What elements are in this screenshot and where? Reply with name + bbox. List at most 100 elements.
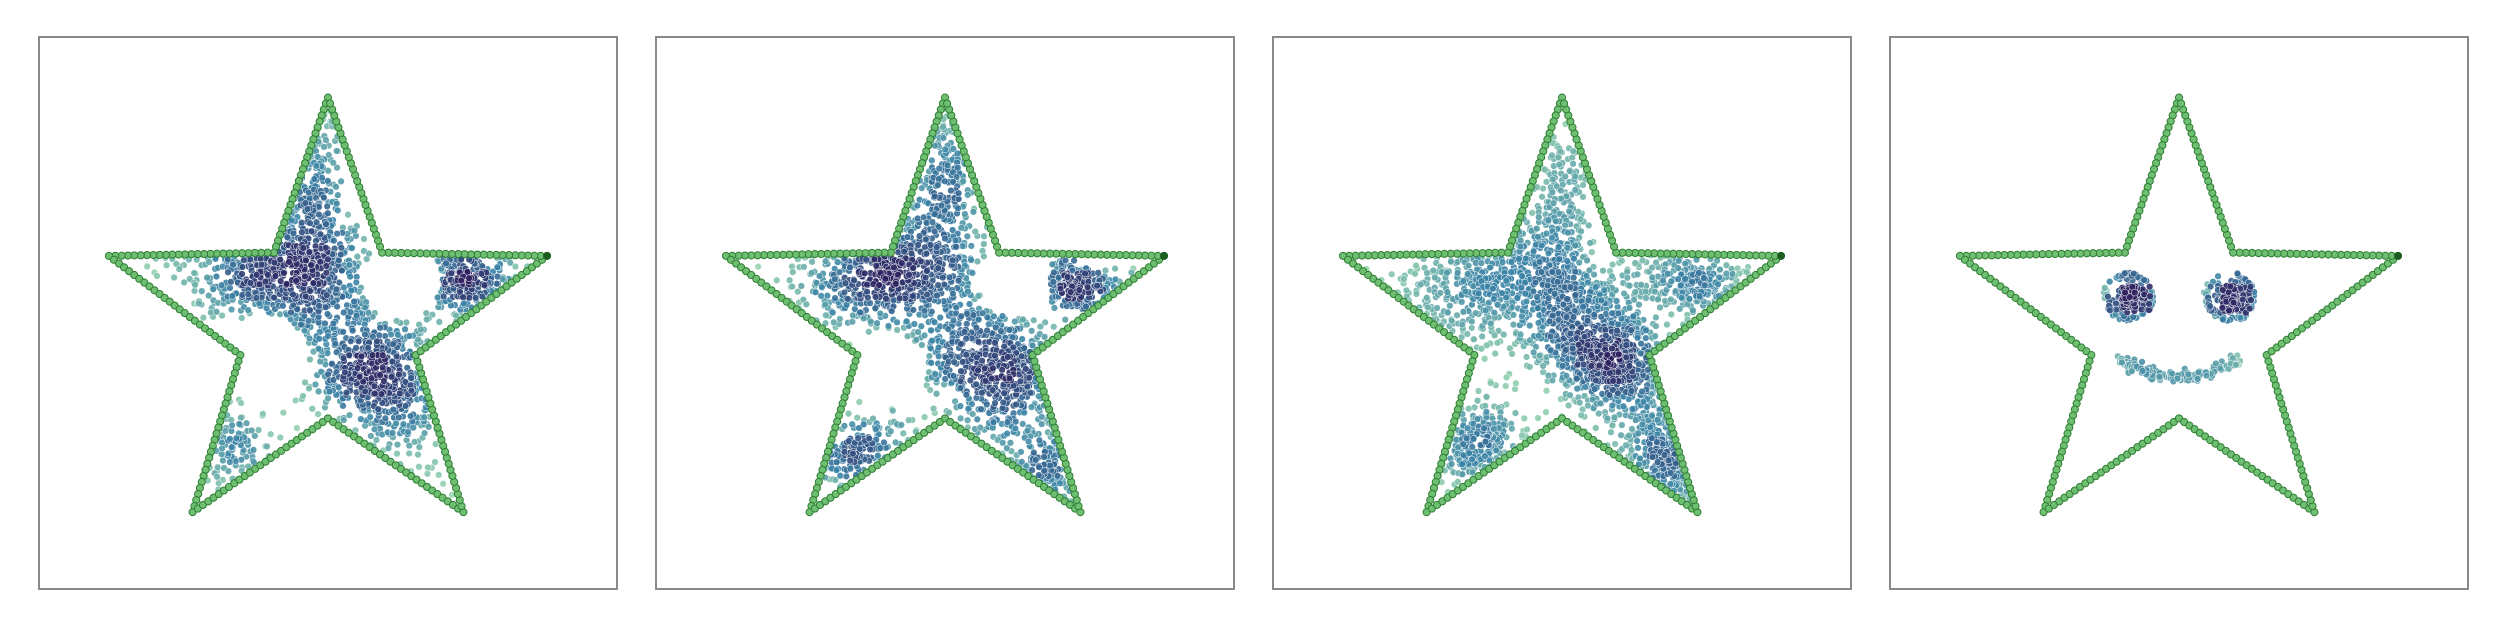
scatter-point [1487,379,1495,387]
scatter-point [944,325,952,333]
scatter-point [789,268,797,276]
scatter-point [1012,400,1020,409]
scatter-point [228,292,237,300]
scatter-point [903,317,911,325]
scatter-point [808,258,816,266]
scatter-point [392,317,401,325]
scatter-point [914,328,922,336]
scatter-point [945,408,953,417]
scatter-point [988,374,996,383]
scatter-point [312,162,321,170]
scatter-point [405,442,413,450]
scatter-point [440,292,448,301]
star-scatter-3 [1338,93,1786,517]
scatter-point [1637,281,1645,289]
scatter-point [871,293,880,301]
scatter-point [978,389,986,397]
scatter-point [238,270,246,278]
scatter-point [1538,193,1546,201]
scatter-point [212,308,221,316]
scatter-point [1608,272,1616,280]
scatter-point [270,293,278,302]
scatter-point [366,413,374,421]
scatter-point [316,230,324,238]
scatter-point [1038,413,1046,421]
scatter-point [314,345,323,353]
scatter-point [1511,409,1520,417]
scatter-point [333,348,341,356]
scatter-point [1528,209,1536,217]
scatter-point [381,414,390,422]
scatter-point [890,263,898,272]
scatter-point [933,291,941,300]
scatter-point [954,204,962,212]
scatter-point [1667,310,1675,319]
scatter-point [420,429,429,437]
scatter-point [1024,437,1033,446]
scatter-point [941,177,949,185]
scatter-point [1595,409,1603,418]
scatter-point [333,147,341,155]
scatter-point [323,310,332,318]
scatter-point [871,304,880,312]
scatter-point [850,276,858,284]
scatter-point [928,218,937,226]
scatter-point [307,227,316,235]
scatter-point [951,236,960,245]
scatter-point [401,325,409,333]
scatter-point [865,328,873,336]
scatter-point [821,300,829,309]
scatter-point [980,240,988,248]
scatter-point [417,325,425,334]
scatter-point [931,227,939,236]
scatter-point [881,275,890,283]
scatter-point [836,315,844,323]
scatter-point [320,143,328,151]
scatter-point [954,277,963,285]
scatter-point [954,189,963,197]
scatter-point [339,402,347,410]
scatter-point [377,390,386,398]
scatter-point [259,410,267,418]
scatter-point [477,270,486,278]
scatter-point [949,145,957,153]
scatter-point [276,433,284,442]
scatter-point [905,416,913,424]
scatter-point [396,389,404,398]
scatter-point [1577,411,1585,419]
scatter-point [325,387,334,396]
scatter-point [1049,278,1057,286]
scatter-point [939,134,948,142]
scatter-point [956,402,965,410]
scatter-point [1016,377,1024,386]
scatter-point [1481,355,1489,363]
scatter-point [1541,165,1549,174]
star-boundary [104,93,552,517]
scatter-point [893,318,901,326]
scatter-point [1576,215,1585,223]
scatter-point [1436,289,1445,297]
scatter-point [964,287,972,296]
scatter-point [1084,283,1092,291]
scatter-point [1028,327,1036,335]
scatter-point [985,320,993,328]
scatter-point [334,383,343,391]
scatter-point [1474,387,1483,395]
scatter-point [969,208,978,216]
scatter-point [355,373,364,381]
scatter-point [1093,282,1101,290]
scatter-point [333,164,341,172]
scatter-point [349,326,357,335]
scatter-point [863,280,871,289]
scatter-point [399,420,408,428]
scatter-point [244,306,252,314]
scatter-point [299,244,307,252]
scatter-point [967,242,975,250]
scatter-point [927,344,935,352]
scatter-point [238,263,247,271]
scatter-point [967,256,975,264]
scatter-point [853,414,861,422]
scatter-point [1638,256,1647,264]
scatter-point [887,427,895,435]
scatter-point [962,334,970,343]
